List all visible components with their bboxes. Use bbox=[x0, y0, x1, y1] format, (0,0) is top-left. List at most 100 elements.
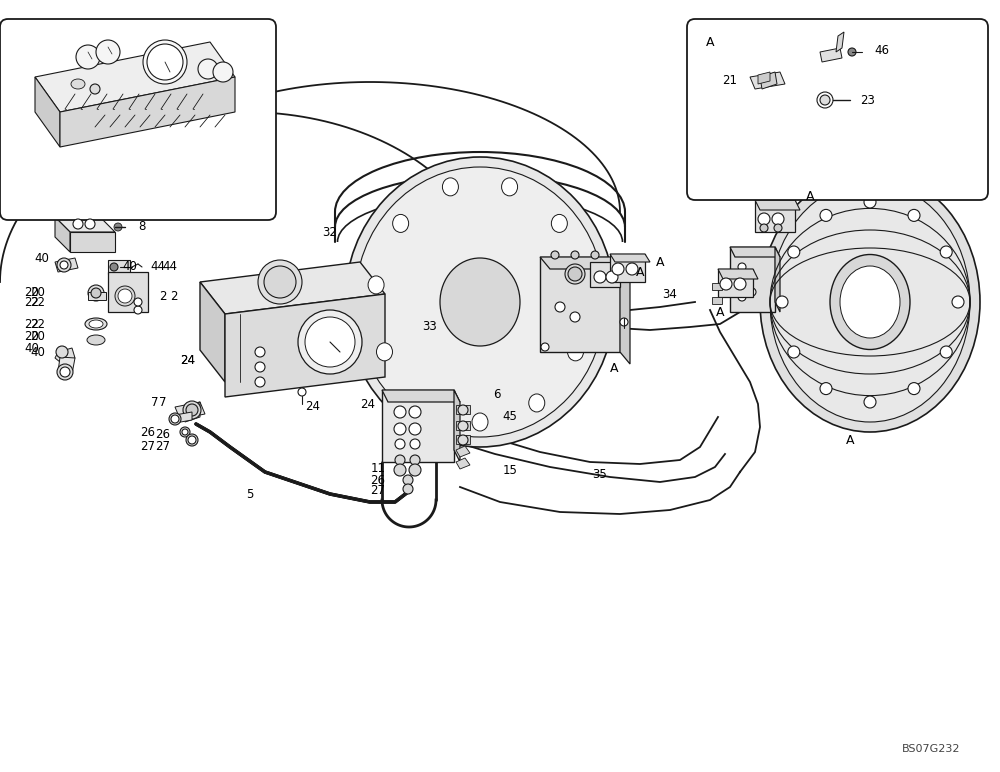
Circle shape bbox=[551, 251, 559, 259]
Circle shape bbox=[606, 271, 618, 283]
Text: 7: 7 bbox=[151, 395, 159, 408]
Text: 6: 6 bbox=[493, 388, 501, 401]
Polygon shape bbox=[55, 217, 70, 252]
Circle shape bbox=[255, 377, 265, 387]
Ellipse shape bbox=[551, 215, 567, 232]
Text: 33: 33 bbox=[423, 320, 437, 334]
Circle shape bbox=[774, 224, 782, 232]
Bar bbox=[610, 254, 645, 282]
Ellipse shape bbox=[368, 276, 384, 294]
Circle shape bbox=[394, 464, 406, 476]
Circle shape bbox=[298, 310, 362, 374]
Circle shape bbox=[255, 362, 265, 372]
Circle shape bbox=[952, 296, 964, 308]
Circle shape bbox=[720, 278, 732, 290]
Text: 7: 7 bbox=[159, 395, 167, 408]
Text: 27: 27 bbox=[140, 439, 156, 452]
Circle shape bbox=[409, 423, 421, 435]
Circle shape bbox=[147, 44, 183, 80]
Polygon shape bbox=[758, 72, 770, 84]
Polygon shape bbox=[70, 232, 115, 252]
Circle shape bbox=[180, 427, 190, 437]
Text: 44: 44 bbox=[150, 260, 166, 273]
Polygon shape bbox=[55, 258, 78, 272]
Circle shape bbox=[186, 434, 198, 446]
Ellipse shape bbox=[415, 394, 431, 412]
Text: BS07G232: BS07G232 bbox=[902, 744, 960, 754]
Circle shape bbox=[940, 246, 952, 258]
Polygon shape bbox=[775, 247, 780, 312]
Polygon shape bbox=[175, 412, 192, 423]
Circle shape bbox=[620, 318, 628, 326]
Text: 21: 21 bbox=[722, 73, 738, 86]
Circle shape bbox=[626, 263, 638, 275]
Polygon shape bbox=[200, 262, 385, 314]
Text: 22: 22 bbox=[30, 317, 46, 330]
FancyBboxPatch shape bbox=[687, 19, 988, 200]
Ellipse shape bbox=[355, 167, 605, 437]
Circle shape bbox=[143, 40, 187, 84]
Polygon shape bbox=[456, 458, 470, 469]
Ellipse shape bbox=[376, 343, 392, 361]
Circle shape bbox=[96, 40, 120, 64]
Text: A: A bbox=[636, 266, 644, 279]
Text: 22: 22 bbox=[30, 296, 46, 310]
Text: 20: 20 bbox=[31, 286, 45, 300]
Text: 24: 24 bbox=[180, 354, 196, 367]
Circle shape bbox=[409, 464, 421, 476]
Circle shape bbox=[458, 421, 468, 431]
Circle shape bbox=[571, 251, 579, 259]
Circle shape bbox=[60, 261, 68, 269]
Circle shape bbox=[403, 475, 413, 485]
Circle shape bbox=[738, 278, 746, 286]
Ellipse shape bbox=[345, 157, 615, 447]
Circle shape bbox=[305, 317, 355, 367]
Text: A: A bbox=[846, 434, 854, 446]
Text: 22: 22 bbox=[24, 296, 40, 310]
Circle shape bbox=[788, 346, 800, 358]
Text: 46: 46 bbox=[874, 43, 890, 56]
Circle shape bbox=[864, 196, 876, 208]
Text: 26: 26 bbox=[140, 425, 156, 438]
Bar bbox=[108, 260, 130, 274]
Circle shape bbox=[395, 439, 405, 449]
Circle shape bbox=[591, 251, 599, 259]
Circle shape bbox=[410, 455, 420, 465]
Circle shape bbox=[568, 267, 582, 281]
Circle shape bbox=[409, 406, 421, 418]
Ellipse shape bbox=[118, 289, 132, 303]
Circle shape bbox=[555, 302, 565, 312]
Polygon shape bbox=[60, 77, 235, 147]
Circle shape bbox=[255, 347, 265, 357]
Ellipse shape bbox=[115, 286, 135, 306]
Circle shape bbox=[88, 285, 104, 301]
Circle shape bbox=[820, 383, 832, 394]
Polygon shape bbox=[755, 200, 800, 210]
Text: 20: 20 bbox=[31, 330, 45, 343]
Text: 40: 40 bbox=[25, 341, 39, 354]
Circle shape bbox=[820, 95, 830, 105]
Circle shape bbox=[198, 59, 218, 79]
Bar bbox=[382, 390, 454, 462]
Circle shape bbox=[734, 278, 746, 290]
Circle shape bbox=[908, 209, 920, 222]
Polygon shape bbox=[620, 257, 630, 364]
Polygon shape bbox=[836, 32, 844, 52]
Circle shape bbox=[908, 383, 920, 394]
Text: 2: 2 bbox=[159, 290, 167, 303]
Circle shape bbox=[776, 296, 788, 308]
Bar bbox=[456, 421, 470, 430]
Text: 22: 22 bbox=[24, 317, 40, 330]
Polygon shape bbox=[55, 348, 75, 362]
Polygon shape bbox=[185, 402, 200, 422]
Circle shape bbox=[772, 213, 784, 225]
Text: 8: 8 bbox=[138, 221, 146, 233]
Ellipse shape bbox=[502, 178, 518, 196]
Text: 11: 11 bbox=[370, 462, 386, 476]
Text: A: A bbox=[610, 363, 618, 375]
Circle shape bbox=[394, 406, 406, 418]
Ellipse shape bbox=[760, 172, 980, 432]
Ellipse shape bbox=[568, 343, 584, 361]
Circle shape bbox=[570, 312, 580, 322]
Circle shape bbox=[403, 484, 413, 494]
